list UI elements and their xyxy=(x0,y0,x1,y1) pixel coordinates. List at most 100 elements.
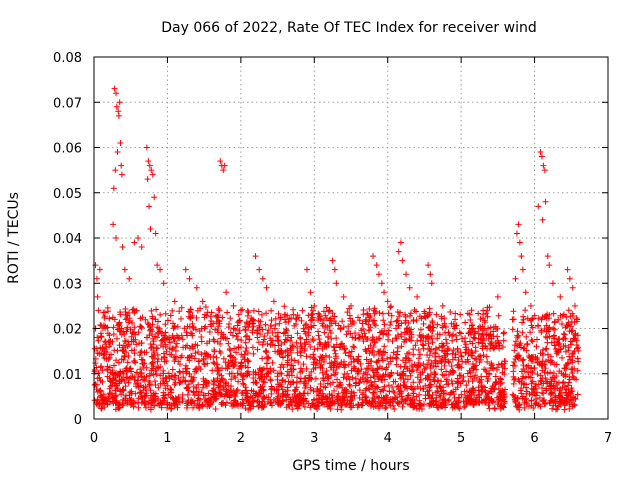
data-point xyxy=(118,331,125,338)
data-point xyxy=(450,347,457,354)
data-point xyxy=(194,397,201,404)
data-point xyxy=(302,330,309,337)
data-point xyxy=(398,331,405,338)
data-point xyxy=(564,266,571,273)
data-point xyxy=(249,317,256,324)
data-point xyxy=(363,356,370,363)
data-point xyxy=(456,395,463,402)
data-point xyxy=(536,394,543,401)
data-point xyxy=(560,335,567,342)
data-point xyxy=(324,399,331,406)
data-point xyxy=(314,403,321,410)
data-point xyxy=(397,363,404,370)
data-point xyxy=(293,339,300,346)
data-point xyxy=(563,394,570,401)
data-point xyxy=(110,185,117,192)
data-point xyxy=(193,367,200,374)
data-point xyxy=(239,400,246,407)
data-point xyxy=(279,398,286,405)
data-point xyxy=(201,361,208,368)
data-point xyxy=(260,338,267,345)
data-point xyxy=(245,406,252,413)
data-point xyxy=(511,347,518,354)
data-point xyxy=(371,317,378,324)
data-point xyxy=(317,341,324,348)
data-point xyxy=(529,369,536,376)
data-point xyxy=(405,319,412,326)
data-point xyxy=(373,359,380,366)
data-point xyxy=(509,316,516,323)
data-point xyxy=(359,320,366,327)
data-point xyxy=(562,365,569,372)
data-point xyxy=(195,381,202,388)
data-point xyxy=(121,353,128,360)
data-point xyxy=(308,311,315,318)
data-point xyxy=(458,391,465,398)
data-point xyxy=(297,334,304,341)
data-point xyxy=(399,403,406,410)
data-points xyxy=(91,85,582,413)
data-point xyxy=(382,349,389,356)
data-point xyxy=(539,346,546,353)
data-point xyxy=(305,377,312,384)
data-point xyxy=(453,336,460,343)
data-point xyxy=(178,315,185,322)
data-point xyxy=(173,340,180,347)
data-point xyxy=(386,399,393,406)
data-point xyxy=(432,349,439,356)
data-point xyxy=(185,387,192,394)
data-point xyxy=(259,355,266,362)
data-point xyxy=(194,307,201,314)
data-point xyxy=(217,335,224,342)
data-point xyxy=(279,392,286,399)
data-point xyxy=(489,342,496,349)
data-point xyxy=(123,349,130,356)
data-point xyxy=(411,403,418,410)
data-point xyxy=(338,406,345,413)
data-point xyxy=(268,317,275,324)
data-point xyxy=(429,339,436,346)
data-point xyxy=(108,351,115,358)
y-tick-label: 0.07 xyxy=(53,96,82,111)
data-point xyxy=(490,365,497,372)
data-point xyxy=(516,401,523,408)
data-point xyxy=(364,310,371,317)
data-point xyxy=(140,376,147,383)
data-point xyxy=(528,337,535,344)
data-point xyxy=(566,328,573,335)
data-point xyxy=(328,400,335,407)
data-point xyxy=(302,384,309,391)
data-point xyxy=(326,354,333,361)
data-point xyxy=(97,377,104,384)
data-point xyxy=(214,377,221,384)
data-point xyxy=(185,381,192,388)
data-point xyxy=(259,326,266,333)
data-point xyxy=(183,370,190,377)
data-point xyxy=(367,374,374,381)
data-point xyxy=(147,225,154,232)
data-point xyxy=(215,323,222,330)
data-point xyxy=(500,330,507,337)
data-point xyxy=(190,389,197,396)
data-point xyxy=(294,312,301,319)
data-point xyxy=(468,307,475,314)
data-point xyxy=(182,362,189,369)
data-point xyxy=(549,359,556,366)
data-point xyxy=(516,352,523,359)
data-point xyxy=(143,144,150,151)
data-point xyxy=(341,387,348,394)
data-point xyxy=(93,275,100,282)
data-point xyxy=(250,398,257,405)
data-point xyxy=(501,358,508,365)
data-point xyxy=(114,322,121,329)
data-point xyxy=(97,393,104,400)
data-point xyxy=(273,386,280,393)
data-point xyxy=(146,332,153,339)
data-point xyxy=(138,393,145,400)
data-point xyxy=(143,390,150,397)
data-point xyxy=(436,392,443,399)
data-point xyxy=(163,375,170,382)
data-point xyxy=(265,370,272,377)
data-point xyxy=(560,311,567,318)
data-point xyxy=(406,357,413,364)
